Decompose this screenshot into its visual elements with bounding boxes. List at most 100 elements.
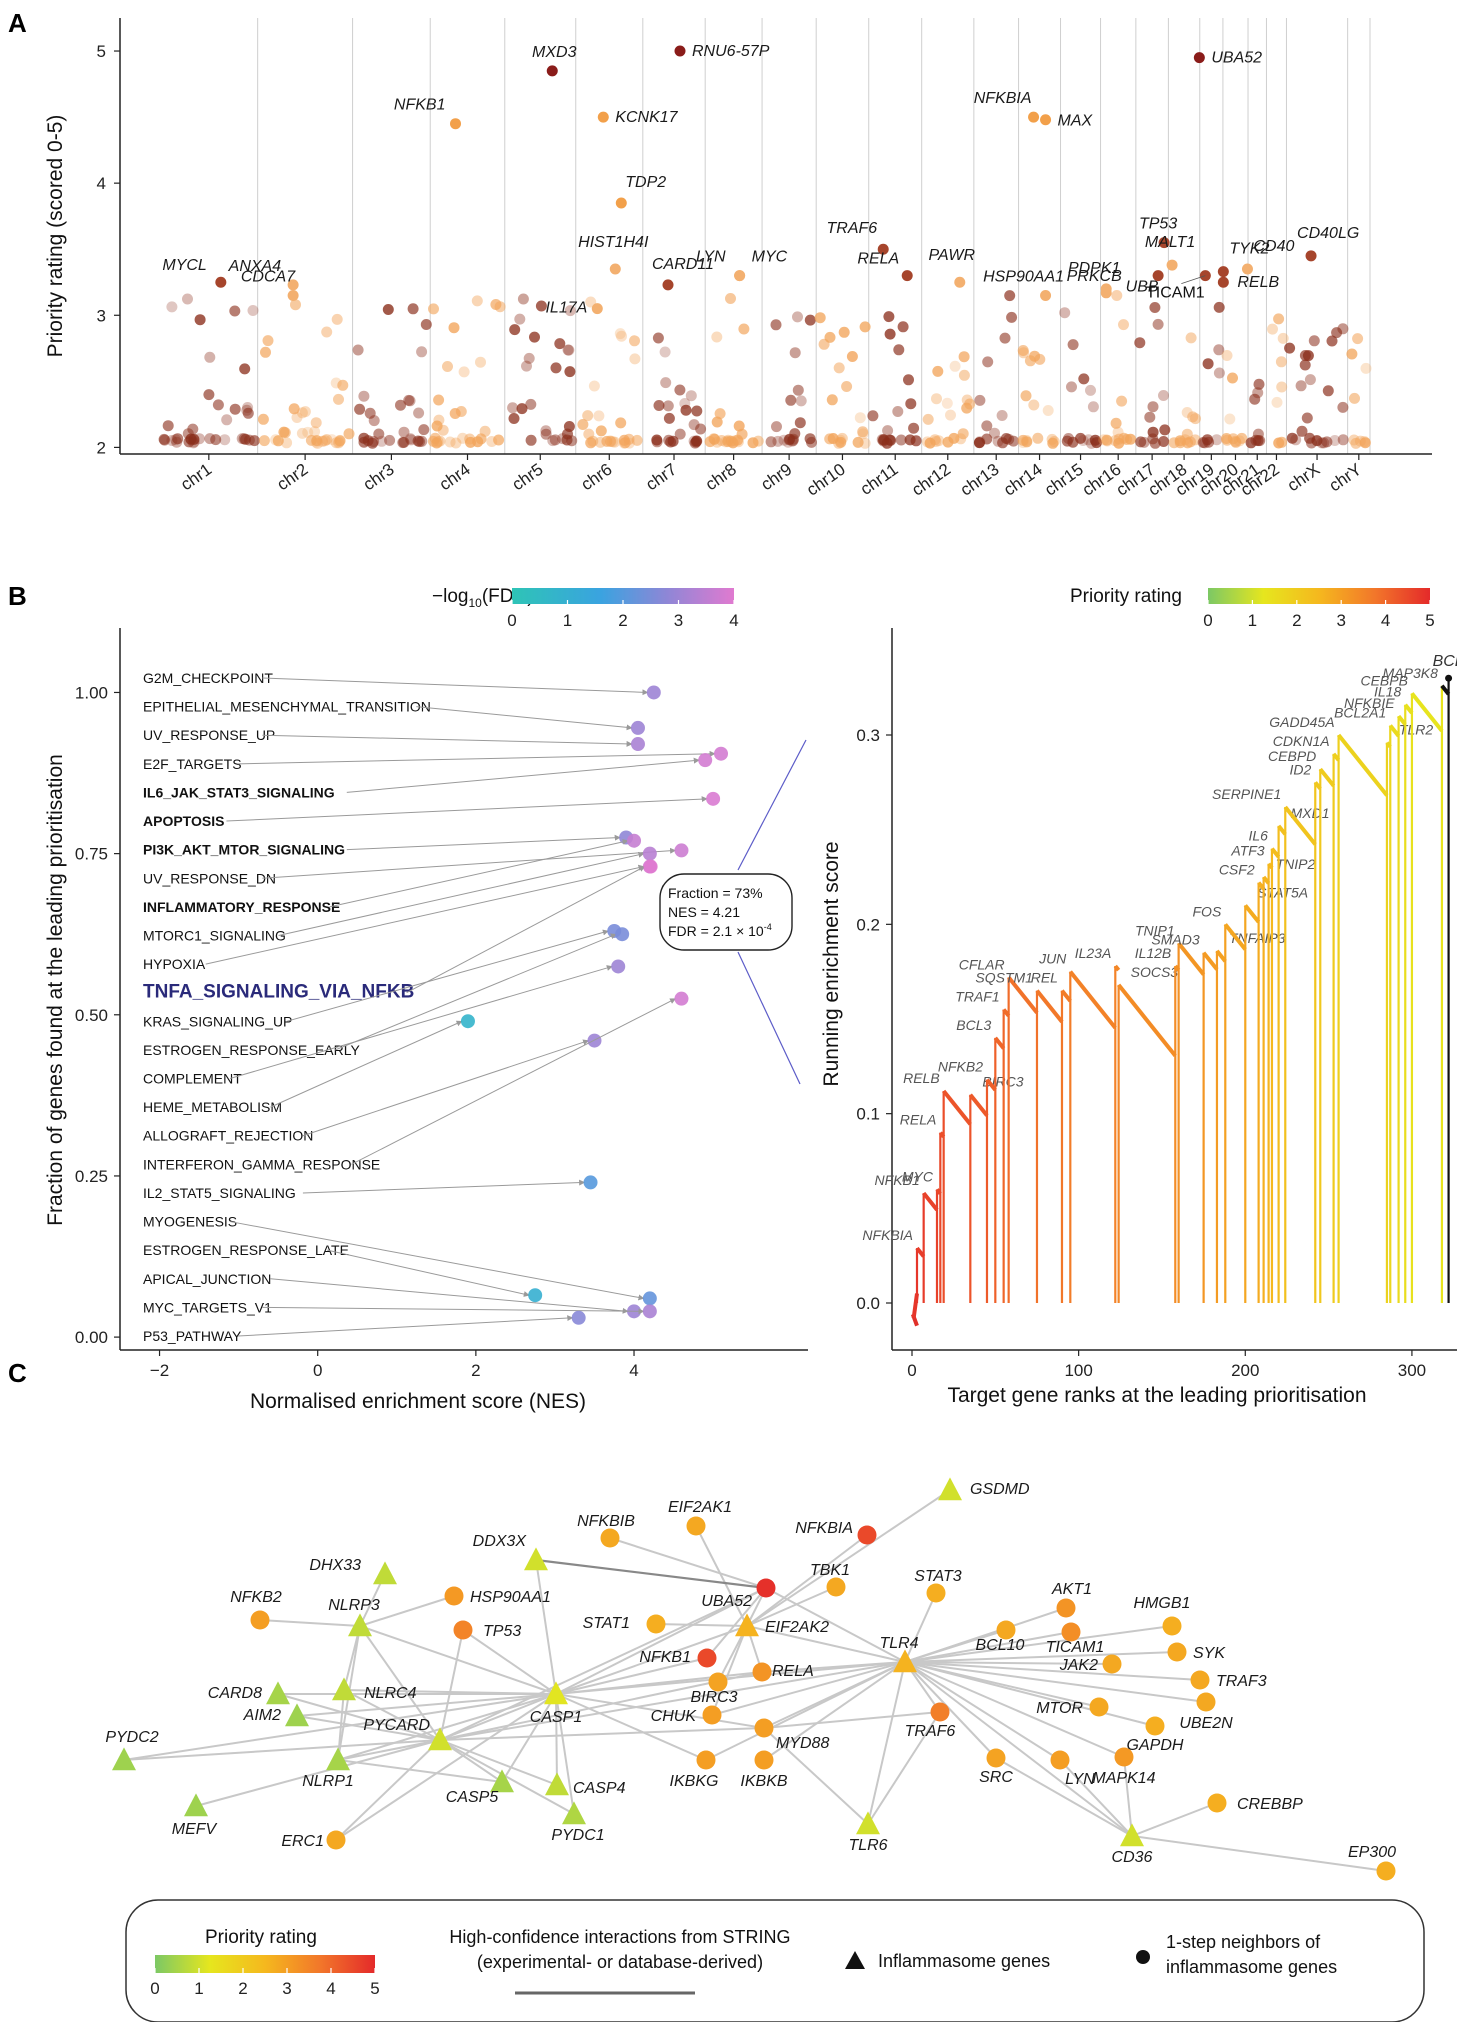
gene-point [826, 394, 838, 406]
gene-point [416, 346, 428, 358]
gene-point [835, 436, 847, 448]
gene-point [1061, 435, 1073, 447]
node-label: LYN [1065, 1771, 1095, 1788]
gene-point [1350, 437, 1362, 449]
curve-segment [1117, 983, 1177, 1057]
network-edge [746, 1586, 837, 1627]
pathway-point [714, 746, 729, 761]
pathway-leader [351, 998, 677, 1165]
pathway-label: INTERFERON_GAMMA_RESPONSE [143, 1156, 380, 1172]
gene-point [989, 427, 1000, 439]
gene-point [685, 390, 697, 402]
colorbar-tick-label: 1 [563, 611, 572, 630]
gene-point [1227, 372, 1238, 384]
gene-point [1295, 380, 1307, 392]
gene-point [442, 361, 453, 372]
gene-point [905, 398, 917, 410]
gene-point [302, 426, 314, 438]
gene-point [279, 427, 291, 439]
gene-point [1197, 437, 1209, 448]
neighbor-gene-node [1190, 1670, 1210, 1690]
gene-label: TP53 [1139, 216, 1177, 233]
gene-point [1308, 335, 1320, 347]
neighbor-gene-node [752, 1662, 772, 1682]
gene-point [958, 369, 970, 381]
neighbor-gene-node [756, 1578, 776, 1598]
gene-point [1113, 433, 1125, 445]
pathway-leader [346, 834, 621, 851]
node-label: NLRC4 [364, 1685, 417, 1702]
gene-point [1098, 434, 1110, 446]
curve-segment [1177, 942, 1206, 976]
node-label: ERC1 [281, 1833, 324, 1850]
labeled-gene-point [1241, 263, 1253, 275]
gene-point [1352, 333, 1364, 345]
gene-label: TYK2 [1229, 241, 1269, 258]
gene-point [674, 428, 686, 440]
network-edge [746, 1489, 951, 1627]
gene-label: ANXA4 [228, 258, 282, 275]
network-edge [904, 1661, 997, 1759]
gene-point [554, 338, 566, 350]
gene-point [564, 366, 576, 378]
gene-point [1321, 436, 1333, 448]
gene-point [778, 434, 790, 446]
gene-point [747, 437, 759, 449]
gene-point [172, 433, 184, 445]
legend-tick-label: 4 [326, 1979, 335, 1998]
gene-point [824, 433, 836, 445]
x-tick-label: chr8 [702, 460, 740, 495]
hit-label: CDKN1A [1273, 733, 1330, 749]
gene-point [1112, 426, 1124, 438]
node-label: PYDC2 [105, 1729, 158, 1746]
gene-point [614, 328, 626, 340]
curve-segment [1202, 951, 1219, 971]
gene-point [368, 436, 380, 447]
gene-point [782, 436, 794, 448]
neighbor-gene-node [930, 1702, 950, 1722]
pathway-leader [229, 965, 613, 1080]
gene-point [1075, 432, 1086, 444]
gene-point [1273, 437, 1285, 449]
neighbor-gene-node [702, 1705, 722, 1725]
gene-label: TDP2 [625, 174, 666, 191]
hit-label: JUN [1038, 951, 1067, 967]
gene-point [1066, 381, 1077, 393]
gene-point [262, 335, 274, 347]
gene-point [794, 417, 806, 429]
neighbor-gene-node [1089, 1697, 1109, 1717]
gene-label: MXD3 [532, 44, 577, 61]
neighbor-gene-node [754, 1750, 774, 1770]
network-edge [462, 1629, 557, 1695]
gene-point [787, 435, 799, 447]
gene-point [311, 435, 323, 447]
curve-segment [1403, 703, 1414, 715]
gene-point [765, 436, 777, 448]
gene-point [550, 362, 562, 374]
gene-point [1304, 374, 1316, 386]
pathway-labels: G2M_CHECKPOINT EPITHELIAL_MESENCHYMAL_TRA… [143, 670, 729, 1344]
gene-point [1046, 433, 1058, 445]
labeled-gene-point [215, 276, 227, 288]
gene-point [1147, 426, 1159, 438]
hit-label: NFKBIE [1344, 695, 1395, 711]
gene-point [588, 380, 600, 392]
pathway-label: UV_RESPONSE_DN [143, 870, 276, 886]
gene-point [833, 362, 845, 374]
gene-point [1159, 424, 1171, 436]
gene-point [957, 428, 969, 440]
gene-point [997, 437, 1009, 449]
neighbor-gene-node [708, 1672, 728, 1692]
legend-circle-label-2: inflammasome genes [1166, 1957, 1337, 1977]
node-label: NFKB1 [639, 1649, 691, 1666]
gene-point [1059, 307, 1071, 319]
gene-point [1147, 401, 1159, 413]
panel-label-c: C [8, 1358, 27, 1388]
network-edge [904, 1661, 1207, 1703]
hit-label: MAP3K8 [1383, 665, 1438, 681]
gene-point [689, 437, 701, 449]
gene-point [334, 435, 346, 447]
priority-colorbar-ticks: 0 1 2 3 4 5 [1203, 600, 1435, 630]
gene-point [204, 351, 216, 363]
